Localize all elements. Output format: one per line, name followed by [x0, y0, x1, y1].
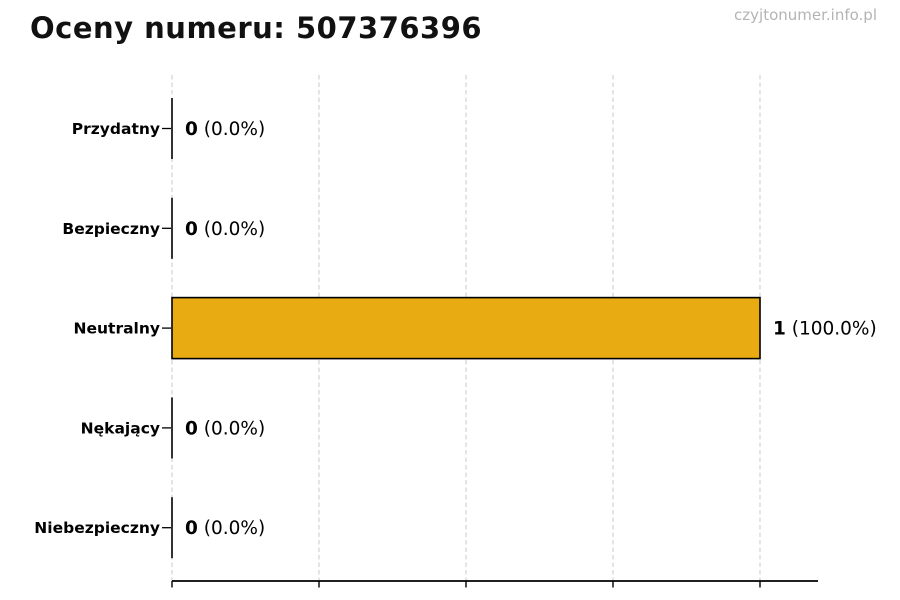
- value-label: 0 (0.0%): [185, 119, 265, 140]
- value-label: 0 (0.0%): [185, 418, 265, 439]
- value-label: 1 (100.0%): [773, 319, 877, 340]
- value-label: 0 (0.0%): [185, 518, 265, 539]
- text-layer: Przydatny 0 (0.0%) Bezpieczny 0 (0.0%) Neutr…: [34, 119, 876, 539]
- bar-layer: [171, 98, 761, 559]
- category-label: Nękający: [81, 419, 160, 437]
- category-label: Przydatny: [72, 120, 160, 138]
- chart-title: Oceny numeru: 507376396: [30, 11, 483, 45]
- watermark-label: czyjtonumer.info.pl: [734, 6, 877, 24]
- grid-layer: [171, 75, 761, 581]
- value-label: 0 (0.0%): [185, 219, 265, 240]
- bar: [171, 296, 761, 360]
- axis-layer: [162, 127, 818, 588]
- category-label: Bezpieczny: [62, 220, 160, 238]
- category-label: Niebezpieczny: [34, 519, 160, 537]
- category-label: Neutralny: [74, 320, 160, 338]
